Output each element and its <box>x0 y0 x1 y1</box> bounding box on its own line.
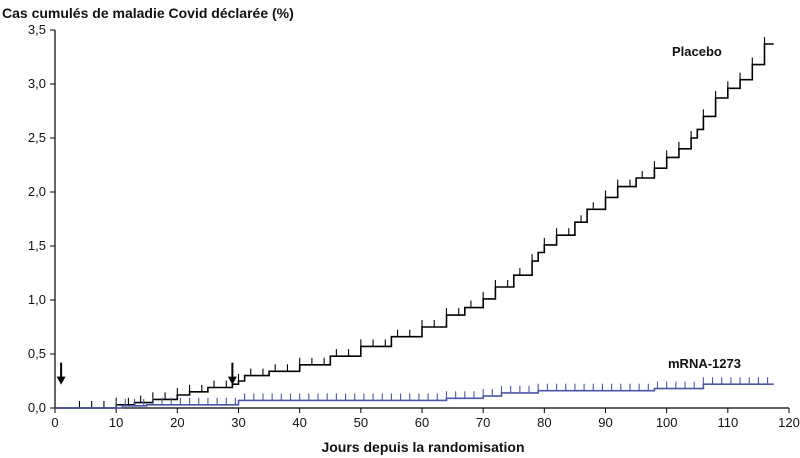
axes <box>54 30 789 409</box>
y-tick-label: 3,0 <box>28 76 46 91</box>
arrow-annotation <box>227 362 237 385</box>
x-tick-label: 50 <box>354 415 368 430</box>
x-tick-label: 110 <box>717 415 738 430</box>
y-tick-label: 1,5 <box>28 238 46 253</box>
x-tick-label: 10 <box>109 415 123 430</box>
x-tick-label: 120 <box>778 415 800 430</box>
series-line-mrna-1273 <box>55 383 774 409</box>
x-tick-label: 80 <box>537 415 551 430</box>
series-line-placebo <box>55 43 774 409</box>
x-tick-label: 0 <box>51 415 58 430</box>
y-axis-title: Cas cumulés de maladie Covid déclarée (%… <box>2 5 294 21</box>
censor-ticks-mrna-1273 <box>115 377 769 408</box>
y-tick-label: 0,0 <box>28 400 46 415</box>
censor-ticks-placebo <box>78 37 766 408</box>
arrow-annotation <box>56 362 66 385</box>
y-tick-label: 3,5 <box>28 22 46 37</box>
y-ticks: 0,0 0,5 1,0 1,5 2,0 2,5 3,0 3,5 <box>28 22 55 415</box>
x-axis-title: Jours depuis la randomisation <box>321 439 524 455</box>
x-ticks: 0 10 20 30 40 50 60 70 80 90 100 110 120 <box>51 408 800 430</box>
series-layer <box>55 37 774 409</box>
series-label-mrna-1273: mRNA-1273 <box>668 356 741 371</box>
y-tick-label: 1,0 <box>28 292 46 307</box>
series-label-placebo: Placebo <box>672 44 722 59</box>
x-tick-label: 20 <box>170 415 184 430</box>
x-tick-label: 90 <box>598 415 612 430</box>
x-tick-label: 100 <box>656 415 678 430</box>
y-tick-label: 0,5 <box>28 346 46 361</box>
annotations <box>56 362 237 385</box>
arrow-head <box>227 376 237 385</box>
y-tick-label: 2,5 <box>28 130 46 145</box>
x-tick-label: 70 <box>476 415 490 430</box>
x-tick-label: 60 <box>415 415 429 430</box>
y-tick-label: 2,0 <box>28 184 46 199</box>
arrow-head <box>56 376 66 385</box>
x-tick-label: 40 <box>292 415 306 430</box>
x-tick-label: 30 <box>231 415 245 430</box>
